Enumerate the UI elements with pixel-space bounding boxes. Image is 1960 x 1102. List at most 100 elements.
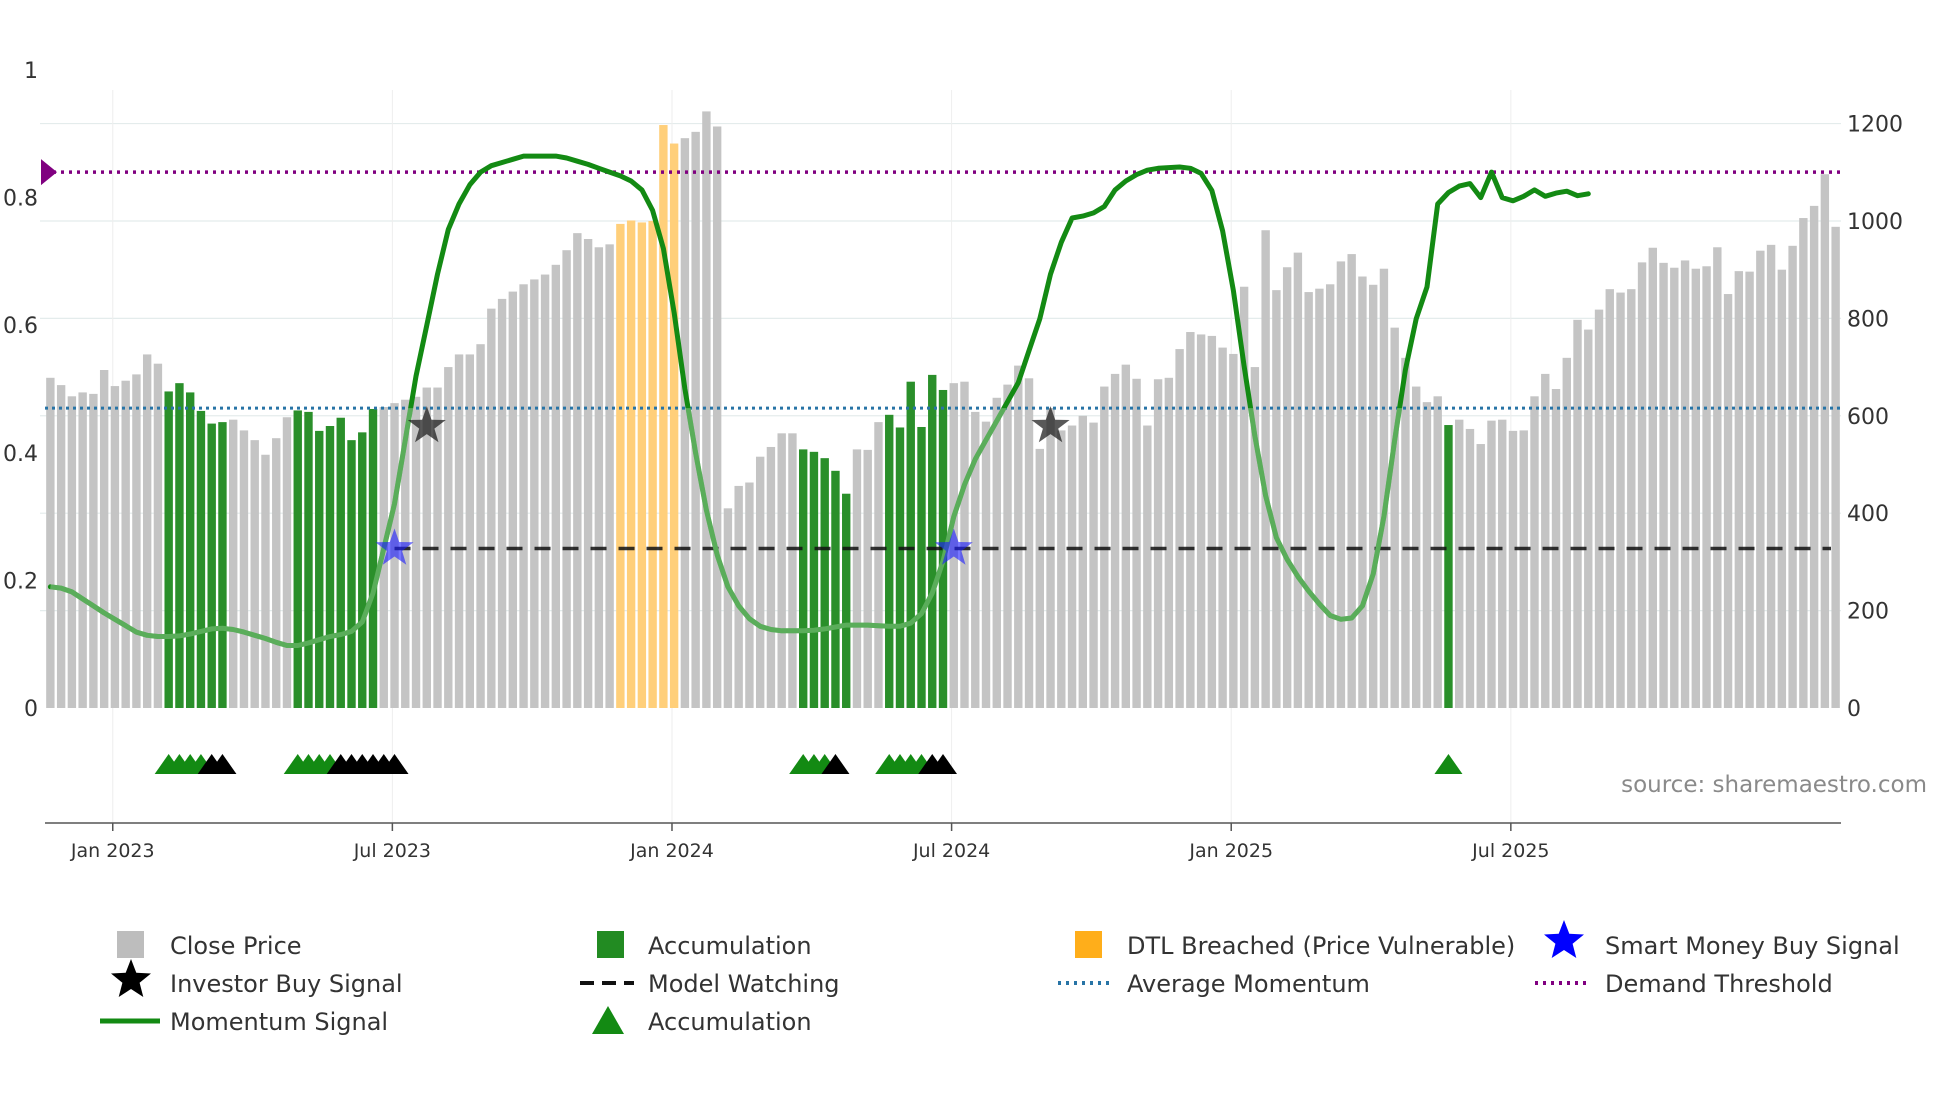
accumulation-bar bbox=[358, 432, 367, 708]
close-price-bar bbox=[1207, 335, 1217, 708]
legend-label-momentum-signal: Momentum Signal bbox=[170, 1008, 388, 1036]
legend-swatch-close-price bbox=[117, 931, 144, 958]
close-price-bar bbox=[1057, 430, 1066, 708]
close-price-bar bbox=[78, 392, 87, 708]
legend-label-accumulation-marker: Accumulation bbox=[648, 1008, 812, 1036]
accumulation-bar bbox=[831, 470, 840, 708]
x-tick-label: Jan 2024 bbox=[629, 840, 714, 862]
close-price-bar bbox=[497, 298, 507, 708]
legend-label-average-momentum: Average Momentum bbox=[1127, 970, 1370, 998]
close-price-bar bbox=[1745, 271, 1754, 708]
close-price-bar bbox=[454, 354, 464, 708]
close-price-bar bbox=[981, 421, 991, 708]
close-price-bar bbox=[1250, 367, 1260, 708]
y-left-tick-label: 0 bbox=[24, 697, 38, 722]
close-price-bar bbox=[229, 419, 238, 708]
close-price-bar bbox=[605, 244, 614, 708]
legend-item-model-watching: Model Watching bbox=[580, 970, 840, 998]
close-price-bar bbox=[444, 367, 453, 708]
close-price-bar bbox=[1379, 268, 1389, 708]
close-price-bar bbox=[1422, 402, 1432, 708]
close-price-bar bbox=[401, 399, 410, 708]
accumulation-bar bbox=[885, 414, 894, 708]
demand-threshold-marker bbox=[41, 159, 57, 186]
close-price-bar bbox=[465, 354, 474, 708]
legend-item-investor-buy: Investor Buy Signal bbox=[111, 959, 403, 998]
close-price-bar bbox=[411, 396, 421, 708]
accumulation-bar bbox=[347, 440, 356, 708]
accumulation-bar bbox=[938, 389, 948, 708]
accumulation-bar bbox=[185, 392, 195, 708]
signal-markers bbox=[375, 406, 1070, 565]
accumulation-bar bbox=[293, 410, 302, 708]
accumulation-bar bbox=[1444, 425, 1453, 708]
close-price-bar bbox=[121, 380, 130, 708]
accumulation-bar bbox=[336, 417, 345, 708]
close-price-bar bbox=[1541, 373, 1550, 708]
close-price-bar bbox=[1121, 364, 1131, 708]
close-price-bar bbox=[971, 411, 980, 708]
dtl-breached-bar bbox=[616, 223, 625, 708]
close-price-bar bbox=[1175, 349, 1184, 708]
close-price-bar bbox=[723, 508, 733, 708]
close-price-bar bbox=[1820, 174, 1830, 709]
close-price-bar bbox=[99, 370, 109, 708]
close-price-bar bbox=[487, 308, 496, 708]
source-label: source: sharemaestro.com bbox=[1621, 772, 1927, 798]
legend-label-close-price: Close Price bbox=[170, 932, 302, 960]
legend-label-model-watching: Model Watching bbox=[648, 970, 840, 998]
close-price-bar bbox=[992, 397, 1001, 708]
accumulation-bar bbox=[368, 408, 378, 708]
close-price-bar bbox=[1143, 425, 1152, 708]
accumulation-triangle-black bbox=[929, 754, 957, 774]
accumulation-bar bbox=[917, 426, 926, 708]
close-price-bar bbox=[1777, 269, 1787, 708]
close-price-bar bbox=[1014, 365, 1023, 708]
close-price-bar bbox=[110, 386, 120, 708]
accumulation-bar bbox=[218, 422, 227, 708]
dtl-breached-bar bbox=[626, 220, 636, 709]
close-price-bar bbox=[1616, 292, 1625, 708]
x-axis: Jan 2023 Jul 2023 Jan 2024 Jul 2024 Jan 2025… bbox=[70, 823, 1550, 862]
close-price-bar bbox=[766, 446, 776, 708]
accumulation-bar bbox=[809, 451, 819, 708]
close-price-bar bbox=[1508, 430, 1518, 708]
dtl-breached-bar bbox=[659, 125, 668, 708]
close-price-bar bbox=[1605, 289, 1614, 708]
accumulation-bar bbox=[325, 426, 335, 708]
close-price-bar bbox=[153, 363, 163, 708]
close-price-bar bbox=[1670, 267, 1679, 708]
y-right-tick-label: 400 bbox=[1847, 502, 1889, 527]
x-tick-label: Jan 2023 bbox=[70, 840, 155, 862]
close-price-bar bbox=[1186, 332, 1195, 708]
close-price-bar bbox=[1702, 266, 1711, 708]
legend-item-dtl-breached: DTL Breached (Price Vulnerable) bbox=[1075, 931, 1515, 960]
accumulation-bar bbox=[207, 423, 216, 708]
accumulation-bar bbox=[842, 493, 851, 708]
legend-item-demand-threshold: Demand Threshold bbox=[1535, 970, 1833, 998]
close-price-bar bbox=[594, 247, 604, 708]
accumulation-bar bbox=[196, 410, 206, 708]
close-price-bar bbox=[1530, 396, 1539, 708]
investor-buy-star bbox=[407, 406, 446, 443]
close-price-bar bbox=[1304, 292, 1313, 708]
close-price-bar bbox=[1078, 415, 1087, 708]
close-price-bar bbox=[1487, 420, 1496, 708]
close-price-bar bbox=[1691, 268, 1701, 708]
legend-item-accumulation-bar: Accumulation bbox=[597, 931, 812, 960]
legend-label-demand-threshold: Demand Threshold bbox=[1605, 970, 1833, 998]
y-left-tick-label: 1 bbox=[24, 59, 38, 84]
close-price-bar bbox=[540, 274, 550, 708]
close-price-bar bbox=[777, 433, 786, 708]
momentum-signal-line bbox=[47, 153, 1591, 648]
close-price-bar bbox=[734, 485, 743, 708]
legend-item-average-momentum: Average Momentum bbox=[1058, 970, 1370, 998]
y-right-tick-label: 600 bbox=[1847, 405, 1889, 430]
close-price-bar bbox=[1584, 329, 1593, 708]
close-price-bar bbox=[142, 354, 152, 708]
accumulation-bar bbox=[820, 458, 829, 708]
close-price-bar bbox=[1315, 288, 1324, 708]
close-price-bar bbox=[1132, 378, 1141, 708]
legend-item-momentum-signal: Momentum Signal bbox=[100, 1008, 388, 1036]
